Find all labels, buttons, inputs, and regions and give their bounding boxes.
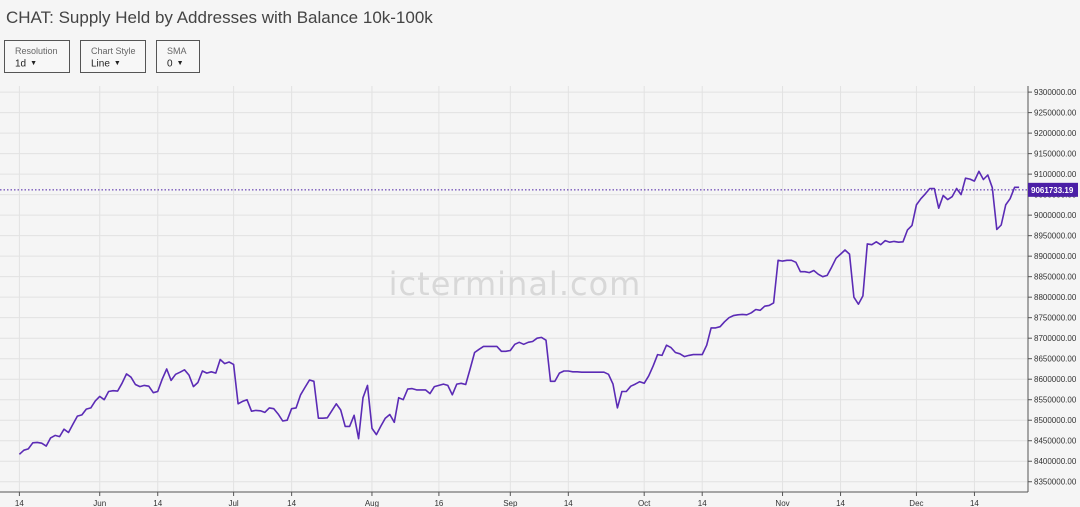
x-tick-label: 14 (287, 499, 296, 507)
x-tick-label: Oct (638, 499, 651, 507)
y-tick-label: 9000000.00 (1034, 211, 1077, 220)
y-tick-label: 8450000.00 (1034, 437, 1077, 446)
resolution-label: Resolution (15, 46, 58, 56)
y-tick-label: 9150000.00 (1034, 150, 1077, 159)
last-value-tag: 9061733.19 (1028, 182, 1078, 197)
x-tick-label: Jul (228, 499, 238, 507)
line-chart[interactable]: icterminal.com 8350000.00 8400000.00 84500… (0, 86, 1080, 507)
y-tick-label: 8800000.00 (1034, 293, 1077, 302)
x-tick-label: 14 (698, 499, 707, 507)
x-tick-label: Dec (909, 499, 923, 507)
x-tick-label: 14 (970, 499, 979, 507)
x-tick-label: Jun (93, 499, 106, 507)
chart-controls: Resolution 1d ▼ Chart Style Line ▼ SMA 0 ▼ (4, 40, 200, 73)
sma-label: SMA (167, 46, 187, 56)
x-tick-label: 14 (564, 499, 573, 507)
y-tick-label: 8750000.00 (1034, 314, 1077, 323)
chart-style-dropdown[interactable]: Chart Style Line ▼ (80, 40, 146, 73)
y-tick-label: 8400000.00 (1034, 457, 1077, 466)
sma-dropdown[interactable]: SMA 0 ▼ (156, 40, 200, 73)
chart-style-value: Line (91, 58, 110, 70)
caret-down-icon: ▼ (113, 60, 121, 67)
y-tick-label: 8900000.00 (1034, 252, 1077, 261)
series-line (18, 170, 1020, 455)
y-tick-label: 8850000.00 (1034, 273, 1077, 282)
y-tick-label: 8600000.00 (1034, 375, 1077, 384)
resolution-dropdown[interactable]: Resolution 1d ▼ (4, 40, 70, 73)
y-tick-label: 9300000.00 (1034, 88, 1077, 97)
x-tick-label: Sep (503, 499, 518, 507)
y-tick-label: 8950000.00 (1034, 232, 1077, 241)
caret-down-icon: ▼ (176, 60, 184, 67)
y-tick-label: 8350000.00 (1034, 478, 1077, 487)
y-tick-label: 9250000.00 (1034, 109, 1077, 118)
y-tick-label: 8500000.00 (1034, 416, 1077, 425)
x-axis: 14 Jun 14 Jul 14 Aug 16 Sep 14 Oct 14 Nov 14 Dec 14 (0, 491, 1028, 507)
x-tick-label: 16 (434, 499, 443, 507)
x-tick-label: Nov (775, 499, 789, 507)
sma-value: 0 (167, 58, 173, 70)
chart-style-label: Chart Style (91, 46, 136, 56)
y-tick-label: 8650000.00 (1034, 355, 1077, 364)
x-tick-label: 14 (153, 499, 162, 507)
y-tick-label: 8550000.00 (1034, 396, 1077, 405)
resolution-value: 1d (15, 58, 27, 70)
y-axis: 8350000.00 8400000.00 8450000.00 8500000.00… (1027, 86, 1077, 492)
watermark: icterminal.com (389, 265, 642, 303)
x-tick-label: 14 (836, 499, 845, 507)
last-value-label: 9061733.19 (1031, 186, 1074, 195)
caret-down-icon: ▼ (30, 60, 38, 67)
y-tick-label: 8700000.00 (1034, 334, 1077, 343)
page-title: CHAT: Supply Held by Addresses with Bala… (6, 8, 433, 27)
x-tick-label: 14 (15, 499, 24, 507)
y-tick-label: 9200000.00 (1034, 129, 1077, 138)
x-tick-label: Aug (365, 499, 379, 507)
last-value-tag-bg (1028, 182, 1078, 197)
y-tick-label: 9100000.00 (1034, 170, 1077, 179)
